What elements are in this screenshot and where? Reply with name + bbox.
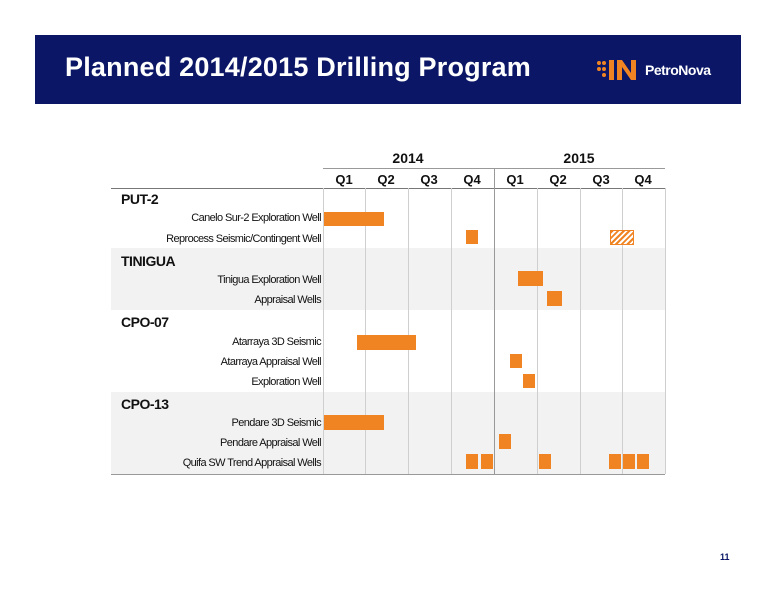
gantt-bar — [609, 454, 621, 469]
task-label: Pendare Appraisal Well — [220, 437, 322, 449]
group-background-tinigua — [111, 248, 665, 310]
gantt-bar — [623, 454, 635, 469]
quarter-label: Q2 — [377, 172, 395, 187]
gantt-bar — [547, 291, 562, 306]
grid-line — [580, 188, 581, 474]
gantt-bar — [518, 271, 543, 286]
quarter-label: Q4 — [634, 172, 652, 187]
task-label: Reprocess Seismic/Contingent Well — [166, 233, 321, 245]
grid-line — [622, 188, 623, 474]
gantt-bar-contingent — [610, 230, 634, 245]
grid-line — [537, 188, 538, 474]
year-label: 2014 — [392, 150, 424, 166]
task-label: Tinigua Exploration Well — [217, 274, 321, 286]
bottom-rule — [111, 474, 665, 475]
year-label: 2015 — [563, 150, 595, 166]
petronova-logo: PetroNova — [595, 53, 735, 87]
task-label: Canelo Sur-2 Exploration Well — [191, 212, 321, 224]
task-label: Atarraya Appraisal Well — [220, 356, 322, 368]
quarter-label: Q1 — [335, 172, 353, 187]
group-label: PUT-2 — [121, 191, 159, 207]
grid-line — [323, 188, 324, 474]
quarter-label: Q2 — [549, 172, 567, 187]
task-label: Quifa SW Trend Appraisal Wells — [182, 457, 322, 469]
group-label: TINIGUA — [121, 253, 176, 269]
grid-line — [665, 188, 666, 474]
gantt-bar — [357, 335, 416, 350]
group-background-cpo13 — [111, 392, 665, 474]
gantt-bar — [539, 454, 551, 469]
header-rule — [111, 188, 665, 189]
gantt-bar — [499, 434, 511, 449]
quarter-label: Q3 — [420, 172, 438, 187]
gantt-bar — [481, 454, 493, 469]
gantt-bar — [466, 230, 478, 244]
gantt-bar — [466, 454, 478, 469]
group-label: CPO-13 — [121, 396, 169, 412]
gantt-bar — [523, 374, 535, 388]
quarter-label: Q4 — [463, 172, 481, 187]
logo-text: PetroNova — [645, 62, 711, 78]
grid-line — [408, 188, 409, 474]
gantt-bar — [324, 415, 384, 430]
grid-line — [365, 188, 366, 474]
gantt-bar — [324, 212, 384, 226]
task-label: Pendare 3D Seismic — [231, 417, 322, 429]
task-label: Exploration Well — [251, 376, 321, 388]
page-title: Planned 2014/2015 Drilling Program — [65, 52, 531, 82]
quarter-label: Q3 — [592, 172, 610, 187]
quarter-label: Q1 — [506, 172, 524, 187]
group-label: CPO-07 — [121, 314, 169, 330]
grid-line — [451, 188, 452, 474]
year-divider — [494, 168, 495, 474]
title-banner: Planned 2014/2015 Drilling Program Petro… — [35, 35, 741, 104]
task-label: Atarraya 3D Seismic — [232, 336, 321, 348]
task-label: Appraisal Wells — [254, 294, 321, 306]
page-number: 11 — [720, 552, 730, 562]
gantt-bar — [637, 454, 649, 469]
gantt-bar — [510, 354, 522, 368]
petronova-logo-icon — [597, 60, 636, 80]
